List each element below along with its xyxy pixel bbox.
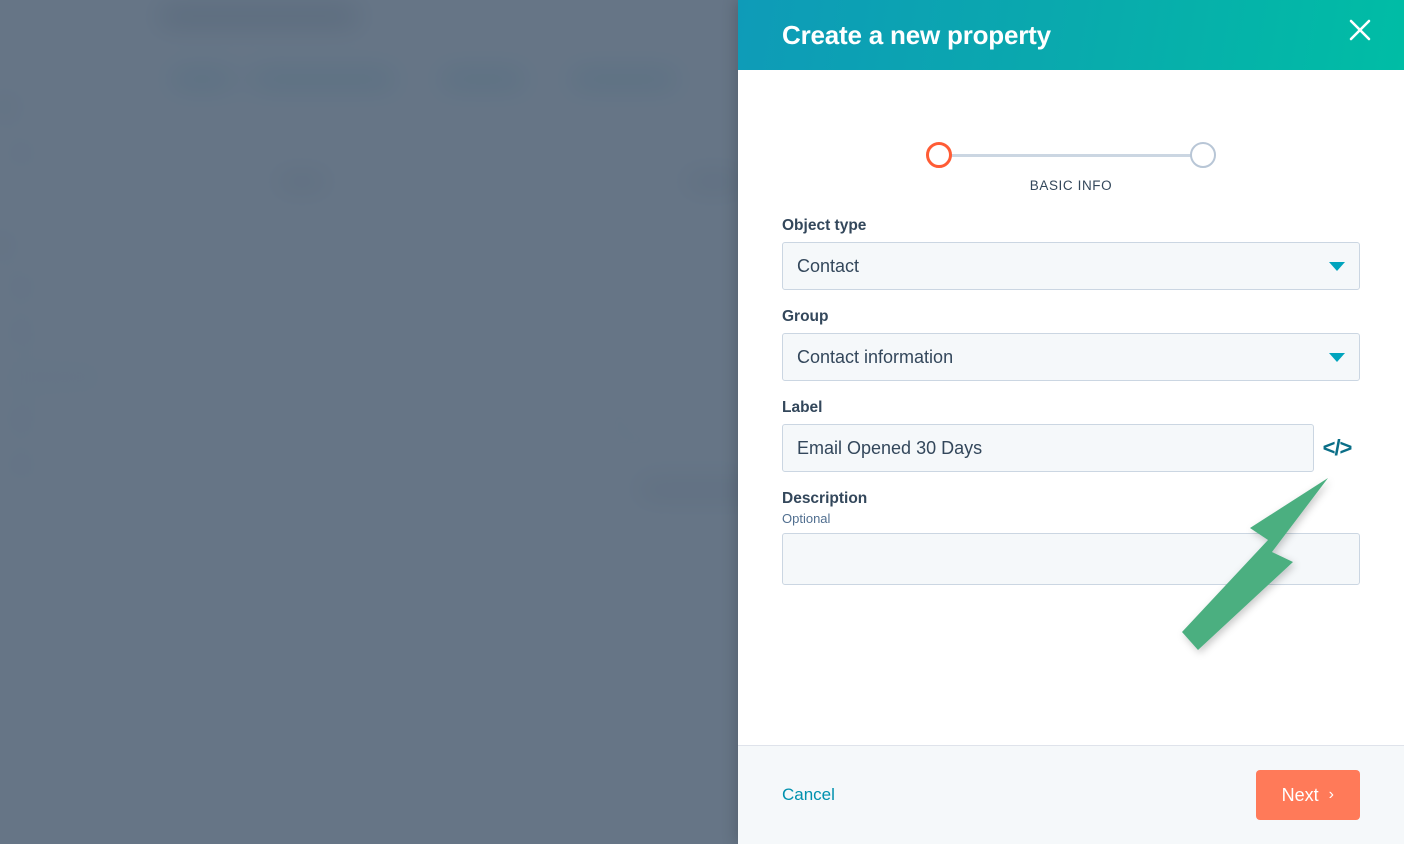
group-label: Group bbox=[782, 308, 829, 325]
progress-stepper: BASIC INFO bbox=[782, 142, 1360, 193]
modal-header: Create a new property bbox=[738, 0, 1404, 70]
label-input-value: Email Opened 30 Days bbox=[797, 437, 983, 458]
modal-title: Create a new property bbox=[782, 19, 1051, 50]
group-value: Contact information bbox=[797, 346, 954, 367]
close-icon[interactable] bbox=[1342, 12, 1378, 48]
object-type-label: Object type bbox=[782, 217, 867, 234]
field-object-type: Object type Contact bbox=[782, 217, 1360, 290]
object-type-value: Contact bbox=[797, 255, 860, 276]
create-property-modal: Create a new property BASIC INFO Object … bbox=[738, 0, 1404, 844]
modal-footer: Cancel Next › bbox=[738, 745, 1404, 844]
stepper-step-2[interactable] bbox=[1190, 142, 1216, 168]
object-type-select[interactable]: Contact bbox=[782, 242, 1360, 290]
chevron-down-icon bbox=[1329, 261, 1345, 271]
stepper-track bbox=[926, 142, 1216, 168]
stepper-connector-line bbox=[939, 154, 1203, 157]
modal-body: BASIC INFO Object type Contact Group Con… bbox=[738, 70, 1404, 745]
group-select[interactable]: Contact information bbox=[782, 333, 1360, 381]
field-group: Group Contact information bbox=[782, 308, 1360, 381]
label-input[interactable]: Email Opened 30 Days bbox=[782, 424, 1314, 472]
field-description: Description Optional bbox=[782, 490, 1360, 585]
chevron-right-icon: › bbox=[1328, 786, 1334, 803]
stepper-step-1-basic-info[interactable] bbox=[926, 142, 952, 168]
description-sublabel: Optional bbox=[782, 511, 831, 526]
field-label: Label Email Opened 30 Days </> bbox=[782, 399, 1360, 472]
cancel-button[interactable]: Cancel bbox=[782, 785, 835, 804]
create-property-form: Object type Contact Group Contact inform… bbox=[782, 217, 1360, 585]
label-field-label: Label bbox=[782, 399, 823, 416]
chevron-down-icon bbox=[1329, 352, 1345, 362]
next-button[interactable]: Next › bbox=[1255, 770, 1360, 820]
stepper-active-label: BASIC INFO bbox=[1029, 178, 1113, 193]
code-icon[interactable]: </> bbox=[1322, 435, 1353, 460]
description-textarea[interactable] bbox=[782, 533, 1360, 585]
description-label: Description bbox=[782, 490, 868, 507]
next-button-label: Next bbox=[1281, 784, 1319, 805]
